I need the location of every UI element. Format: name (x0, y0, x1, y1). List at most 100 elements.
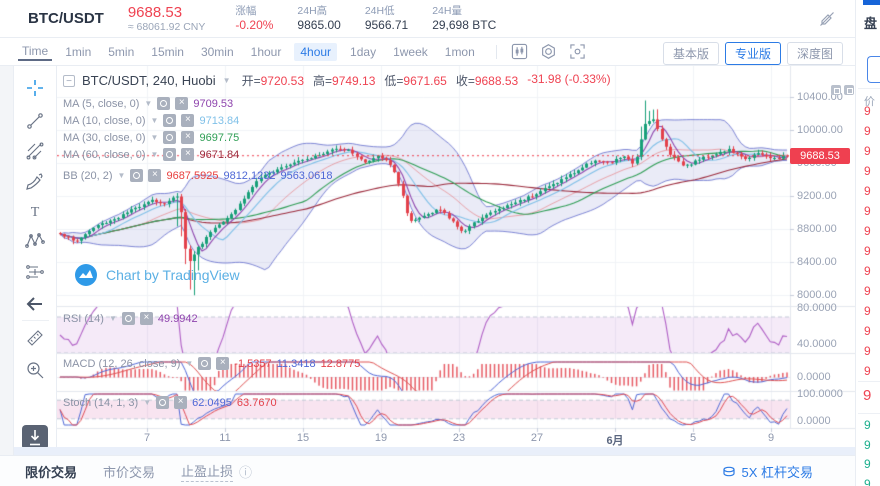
chevron-down-icon[interactable]: ▼ (150, 150, 159, 159)
ohlc-value: 9720.53 (260, 74, 304, 88)
ask-price: 9 (864, 124, 871, 138)
view-button-深度图[interactable]: 深度图 (786, 42, 843, 65)
chevron-down-icon[interactable]: ▼ (108, 314, 117, 323)
price-axis-label: 9200.00 (797, 190, 837, 202)
indicator-row-4-label: BB (20, 2) (63, 169, 113, 182)
indicator-remove-icon[interactable] (148, 168, 162, 182)
chevron-down-icon[interactable]: ▼ (150, 116, 159, 125)
divider (858, 88, 880, 89)
pattern-tool-icon[interactable] (25, 231, 45, 251)
ask-price: 9 (864, 184, 871, 198)
order-tab-2[interactable]: 止盈止损 (181, 461, 234, 482)
indicator-settings-icon[interactable] (121, 312, 135, 325)
indicator-settings-icon[interactable] (163, 148, 177, 161)
brush-tool-icon[interactable] (25, 171, 45, 191)
time-axis[interactable]: 7 11 15 19 23 27 6月 5 9 (57, 432, 790, 448)
indicator-settings-icon[interactable] (540, 43, 557, 60)
chevron-down-icon[interactable]: ▼ (143, 398, 152, 407)
indicator-remove-icon[interactable] (216, 356, 230, 370)
timeframe-1week[interactable]: 1week (393, 44, 428, 59)
timeframe-30min[interactable]: 30min (200, 44, 234, 59)
macd-legend: MACD (12, 26, close, 9) ▼ -1.5357 11.3418 12… (63, 356, 360, 371)
crosshair-icon[interactable] (25, 78, 45, 98)
svg-text:T: T (31, 205, 40, 220)
disable-drawing-icon[interactable] (818, 10, 836, 28)
trendline-tool-icon[interactable] (25, 111, 45, 131)
chevron-down-icon[interactable]: ▼ (117, 171, 126, 180)
indicator-remove-icon[interactable] (175, 96, 189, 110)
stoch-axis-label: 0.0000 (797, 415, 831, 427)
timeframe-1min[interactable]: 1min (65, 44, 92, 59)
time-axis-label: 5 (689, 432, 697, 444)
order-book-tab[interactable]: 盘 (864, 16, 878, 31)
info-icon[interactable]: ⓘ (239, 464, 253, 480)
text-tool-icon[interactable]: T (25, 201, 45, 221)
fib-tool-icon[interactable] (25, 141, 45, 161)
timeframe-1hour[interactable]: 1hour (250, 44, 282, 59)
stat-change-label: 涨幅 (235, 5, 257, 17)
price-axis-label: 8400.00 (797, 256, 837, 268)
indicator-remove-icon[interactable] (181, 113, 195, 127)
timeframe-4hour[interactable]: 4hour (294, 42, 338, 61)
toolbar-divider (495, 44, 497, 59)
chevron-down-icon[interactable]: ▼ (150, 133, 159, 142)
indicator-settings-icon[interactable] (130, 169, 144, 182)
chevron-down-icon[interactable]: ▼ (185, 359, 194, 368)
stat-low: 24H低 9566.71 (365, 5, 408, 32)
ask-price: 9 (864, 204, 871, 218)
timeframe-1mon[interactable]: 1mon (444, 44, 475, 59)
screenshot-icon[interactable] (569, 43, 586, 60)
rsi-axis-label: 40.0000 (797, 338, 837, 350)
back-arrow-icon[interactable] (25, 294, 45, 314)
ruler-icon[interactable] (25, 328, 45, 348)
chevron-down-icon[interactable]: ▼ (222, 76, 231, 85)
price-axis[interactable]: 10400.0010000.009600.009200.008800.00840… (795, 66, 855, 455)
indicator-remove-icon[interactable] (181, 147, 195, 161)
timeframe-1day[interactable]: 1day (350, 44, 377, 59)
ask-price: 9 (864, 284, 871, 298)
ask-price: 9 (864, 364, 871, 378)
stat-change: 涨幅 -0.20% (235, 5, 273, 32)
zoom-in-icon[interactable] (25, 360, 45, 380)
magnet-button[interactable] (22, 425, 48, 450)
view-button-专业版[interactable]: 专业版 (724, 42, 781, 65)
timeframe-time[interactable]: Time (18, 42, 53, 61)
pane-close-icon[interactable] (844, 85, 854, 95)
ohlc-pair: 高=9749.13 (313, 72, 375, 89)
stat-volume-value: 29,698 BTC (432, 18, 497, 32)
indicator-remove-icon[interactable] (181, 130, 195, 144)
indicator-row-0-value: 9709.53 (193, 97, 234, 110)
bid-price: 9 (864, 476, 871, 486)
indicator-settings-icon[interactable] (198, 357, 212, 370)
order-book-action-button[interactable] (867, 56, 880, 83)
macd-axis-label: 0.0000 (797, 371, 831, 383)
time-axis-label: 9 (767, 432, 775, 444)
chart-legend-title: − BTC/USDT, 240, Huobi ▼ 开=9720.53 高=9749… (63, 72, 611, 89)
indicator-settings-icon[interactable] (163, 131, 177, 144)
order-tab-1[interactable]: 市价交易 (103, 464, 156, 480)
indicator-remove-icon[interactable] (174, 395, 188, 409)
indicator-settings-icon[interactable] (156, 396, 170, 409)
collapse-legend-icon[interactable]: − (63, 74, 75, 87)
chart-style-icon[interactable] (511, 43, 528, 60)
view-button-基本版[interactable]: 基本版 (662, 42, 719, 65)
indicator-settings-icon[interactable] (157, 97, 171, 110)
pane-maximize-icon[interactable] (831, 85, 841, 95)
timeframe-5min[interactable]: 5min (108, 44, 135, 59)
active-tab-indicator (863, 0, 880, 5)
time-axis-label: 19 (374, 432, 388, 444)
indicator-row-4: BB (20, 2) ▼ 9687.5925 9812.1232 9563.0618 (63, 168, 332, 183)
chart-area: T − BTC/USDT, (0, 66, 855, 455)
indicator-settings-icon[interactable] (163, 114, 177, 127)
leverage-label: 5X 杠杆交易 (741, 465, 813, 480)
time-axis-label: 15 (296, 432, 310, 444)
leverage-link[interactable]: 5X 杠杆交易 (722, 456, 813, 486)
chevron-down-icon[interactable]: ▼ (144, 99, 153, 108)
tradingview-watermark: Chart by TradingView (75, 264, 240, 286)
order-tab-0[interactable]: 限价交易 (25, 464, 78, 480)
position-tool-icon[interactable] (25, 262, 45, 282)
timeframe-15min[interactable]: 15min (151, 44, 184, 59)
indicator-remove-icon[interactable] (139, 311, 153, 325)
stat-low-label: 24H低 (364, 5, 395, 17)
ask-price: 9 (864, 304, 871, 318)
